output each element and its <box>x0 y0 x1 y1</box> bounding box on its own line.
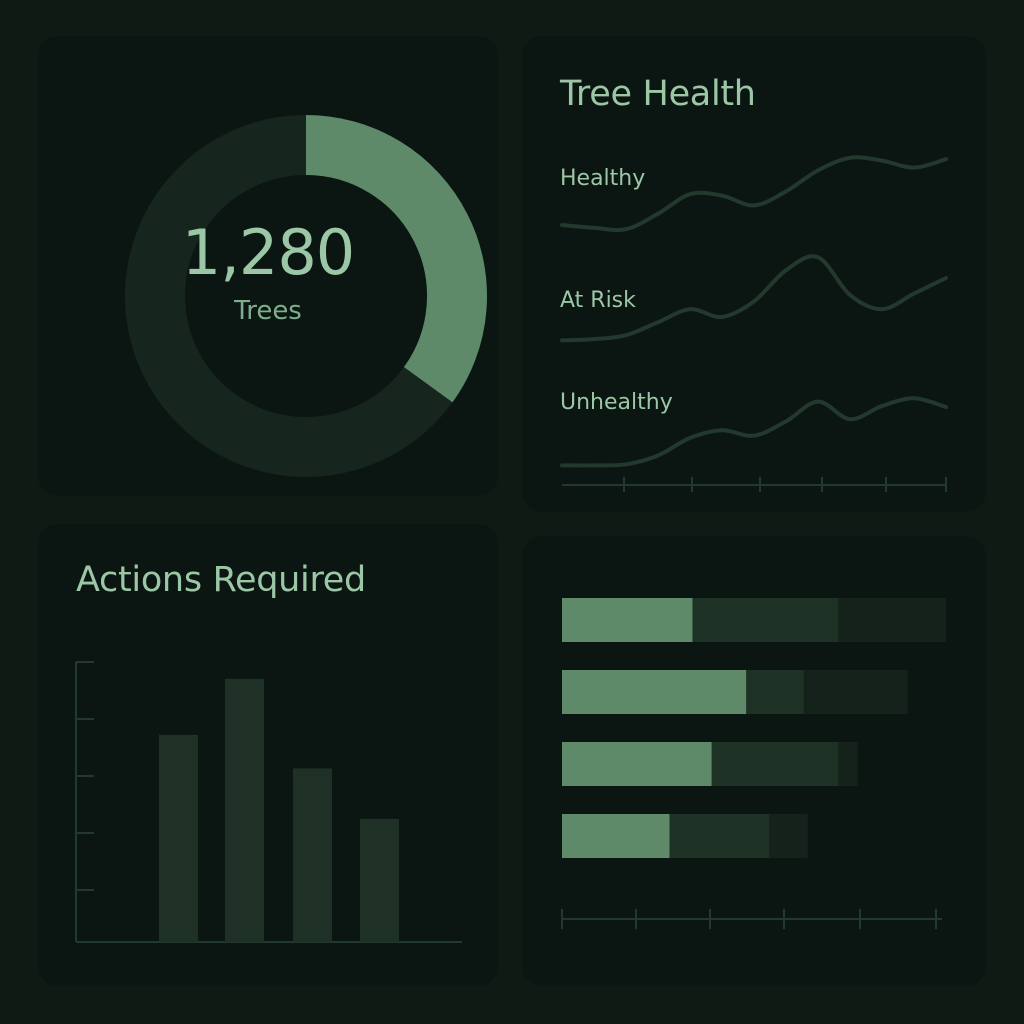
actions-bar-3 <box>293 768 332 942</box>
health-line-2 <box>560 254 948 343</box>
tree-health-card: Tree Health Healthy At Risk Unhealthy <box>522 36 986 512</box>
hbar-3-segment-2 <box>711 742 839 786</box>
tree-count-label: Trees <box>234 296 302 326</box>
unhealthy-label: Unhealthy <box>560 390 673 415</box>
donut-slice-2 <box>125 115 453 477</box>
hbar-2-segment-3 <box>803 670 908 714</box>
tree-health-title: Tree Health <box>560 74 756 114</box>
actions-bar-1 <box>159 734 198 942</box>
at-risk-label: At Risk <box>560 288 636 313</box>
hbar-3-segment-1 <box>562 742 712 786</box>
actions-bar-2 <box>225 678 264 942</box>
hbar-4-segment-2 <box>669 814 770 858</box>
health-line-1 <box>560 155 948 233</box>
hbar-1-segment-1 <box>562 598 693 642</box>
actions-required-title: Actions Required <box>76 560 366 600</box>
hbar-4-segment-1 <box>562 814 670 858</box>
stacked-horizontal-bar-chart <box>561 598 946 929</box>
health-line-3 <box>560 396 948 468</box>
tree-donut-chart <box>125 115 487 477</box>
hbar-4-segment-3 <box>769 814 808 858</box>
actions-bar-chart <box>75 661 462 943</box>
tree-health-line-chart <box>560 155 948 492</box>
tree-count-card: 1,280 Trees <box>38 36 498 496</box>
donut-slice-1 <box>305 115 487 403</box>
tree-count-value: 1,280 <box>181 216 356 289</box>
hbar-1-segment-2 <box>692 598 839 642</box>
stacked-bars-card <box>522 536 986 986</box>
donut-center: 1,280 Trees <box>120 216 416 327</box>
actions-bar-4 <box>360 818 399 942</box>
healthy-label: Healthy <box>560 166 646 191</box>
hbar-2-segment-1 <box>562 670 747 714</box>
hbar-2-segment-2 <box>746 670 804 714</box>
hbar-1-segment-3 <box>838 598 946 642</box>
actions-required-card: Actions Required <box>38 524 498 986</box>
hbar-3-segment-3 <box>838 742 858 786</box>
